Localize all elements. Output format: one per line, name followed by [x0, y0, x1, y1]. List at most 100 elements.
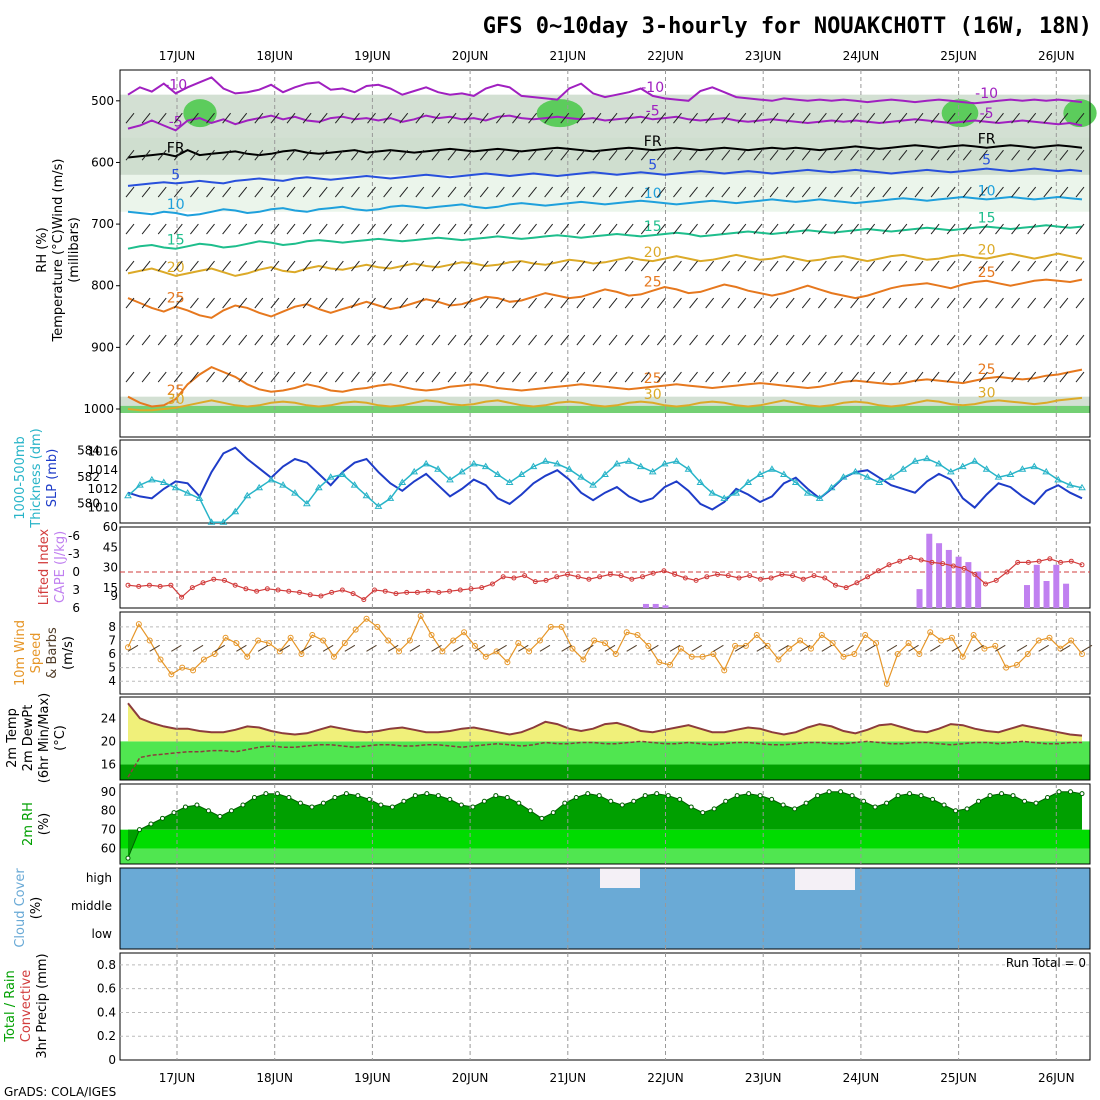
wind-barb — [817, 149, 827, 161]
wind-speed-point — [515, 640, 522, 647]
wind-barb — [756, 644, 768, 652]
wind-speed-point — [352, 626, 359, 633]
wind-barb — [512, 112, 521, 124]
wind-barb — [753, 334, 763, 346]
thickness-point — [982, 465, 991, 472]
temperature-contour-label: 25 — [167, 291, 185, 307]
wind-barb — [737, 371, 747, 383]
wind-barb — [914, 260, 924, 272]
date-label-top: 17JUN — [159, 49, 196, 63]
li-point — [189, 585, 195, 591]
wind-speed-point — [927, 629, 934, 636]
temp-axis-label: 2m DewPt — [21, 705, 36, 772]
wind-barb — [850, 186, 859, 198]
wind-barb — [882, 112, 892, 124]
wind-barb — [270, 223, 280, 235]
upper-frame — [119, 69, 1091, 438]
li-point — [1079, 562, 1085, 568]
wind-speed-point — [580, 656, 587, 663]
wind-axis-label: 10m Wind — [13, 620, 28, 686]
wind-barb — [850, 297, 859, 309]
wind-barb — [640, 260, 650, 272]
wind-barb — [125, 186, 135, 198]
temp-axis-label: (°C) — [53, 725, 68, 751]
low-level-contour-label: 25 — [978, 362, 996, 378]
rh-point — [585, 791, 591, 797]
li-point — [661, 568, 667, 574]
rh-point — [665, 793, 671, 799]
wind-barb — [753, 223, 763, 235]
li-point — [907, 555, 913, 561]
thickness-point — [613, 459, 621, 467]
li-point — [500, 574, 506, 580]
wind-barb — [560, 186, 570, 198]
wind-barb — [399, 186, 409, 198]
wind-barb — [190, 297, 199, 309]
rh-point — [953, 808, 959, 814]
temperature-contour-label: 15 — [978, 211, 996, 227]
wind-barb — [866, 260, 876, 272]
wind-barb — [908, 644, 919, 652]
wind-barb — [1011, 297, 1020, 309]
temperature-contour-label: 15 — [167, 233, 185, 249]
wind-barb — [962, 371, 972, 383]
thickness-point — [791, 478, 800, 485]
wind-barb — [495, 260, 505, 272]
wind-barb — [673, 334, 682, 346]
wind-speed-point — [797, 637, 804, 644]
wind-barb — [447, 297, 457, 309]
wind-barb — [978, 334, 988, 346]
wind-barb — [624, 371, 634, 383]
wind-axis-label: (m/s) — [61, 636, 76, 670]
li-point — [983, 581, 989, 587]
li-point — [1058, 559, 1064, 565]
wind-barb — [1059, 186, 1069, 198]
rh-tick-label: 60 — [101, 842, 116, 856]
date-label-bottom: 17JUN — [159, 1071, 196, 1085]
wind-barb — [528, 112, 537, 124]
upper-axis-label: (millibars) — [67, 217, 82, 283]
wind-barb — [866, 334, 876, 346]
wind-barb — [995, 112, 1004, 124]
wind-barb — [351, 371, 360, 383]
wind-speed-point — [255, 637, 262, 644]
wind-barb — [127, 644, 139, 652]
wind-barb — [1075, 223, 1085, 235]
wind-barb — [125, 334, 135, 346]
cape-bar — [975, 571, 982, 608]
wind-barb — [431, 644, 442, 652]
wind-barb — [447, 334, 457, 346]
cloud-gap — [600, 868, 640, 888]
low-level-contour-label: 25 — [167, 383, 185, 399]
li-point — [318, 593, 324, 599]
wind-barb — [383, 297, 393, 309]
rh-point — [527, 808, 533, 814]
thickness-point — [684, 465, 693, 472]
wind-speed-point — [450, 637, 457, 644]
wind-speed-point — [721, 667, 728, 674]
rh-point — [125, 855, 131, 861]
wind-barb — [978, 371, 988, 383]
wind-barb — [608, 186, 618, 198]
wind-barb — [528, 371, 537, 383]
li-point — [543, 577, 549, 583]
wind-speed-point — [200, 656, 207, 663]
temp-axis-label: 2m Temp — [5, 708, 20, 768]
wind-barb — [286, 186, 296, 198]
wind-barb — [978, 186, 988, 198]
wind-barb — [576, 297, 586, 309]
thickness-point — [183, 489, 192, 496]
rh-point — [872, 804, 878, 810]
wind-barb — [286, 371, 296, 383]
wind-speed-point — [233, 640, 240, 647]
li-point — [522, 573, 528, 579]
wind-barb — [1075, 186, 1085, 198]
li-point — [125, 582, 131, 588]
wind-barb — [512, 186, 521, 198]
wind-barb — [512, 260, 521, 272]
wind-barb — [930, 149, 940, 161]
wind-barb — [479, 334, 489, 346]
wind-barb — [834, 149, 843, 161]
wind-barb — [463, 297, 473, 309]
wind-barb — [351, 149, 360, 161]
